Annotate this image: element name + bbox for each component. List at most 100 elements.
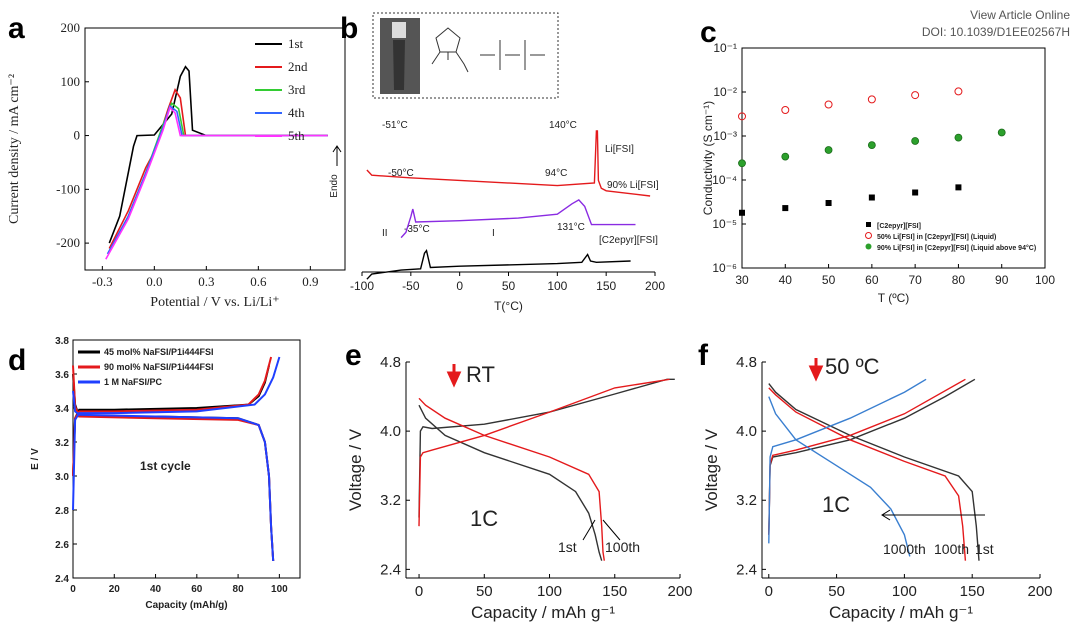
c-xtick-label: 70 [908, 273, 922, 287]
d-ytick-label: 3.2 [55, 438, 69, 449]
a-ytick-label: -100 [56, 181, 80, 196]
f-xtick-label: 100 [892, 583, 917, 600]
d-xtick-label: 80 [233, 584, 245, 595]
d-legend-label-3: 1 M NaFSI/PC [104, 377, 163, 387]
c-point-3 [738, 159, 746, 168]
a-legend-label-5: 5th [288, 128, 305, 143]
c-xtick-label: 80 [952, 273, 966, 287]
b-annotation-5: II [382, 228, 388, 239]
e-temperature-arrow-icon [446, 364, 462, 388]
c-point-1 [739, 209, 745, 216]
e-ytick-label: 4.8 [380, 354, 401, 371]
f-annotation-1: 50 ºC [825, 354, 880, 379]
e-xtick-label: 0 [415, 583, 423, 600]
c-ytick-label: 10⁻⁶ [712, 261, 737, 275]
e-ytick-label: 4.0 [380, 423, 401, 440]
d-ylabel: E / V [30, 448, 41, 470]
c-point-3 [781, 152, 790, 161]
e-ytick-label: 2.4 [380, 561, 401, 578]
b-xtick-label: 200 [645, 279, 665, 293]
a-xtick-label: 0.9 [302, 274, 318, 289]
view-article-online-link[interactable]: View Article Online [970, 8, 1070, 22]
panel-label-e: e [345, 339, 362, 372]
b-annotation-6: -35°C [404, 224, 430, 235]
a-xtick-label: 0.6 [250, 274, 267, 289]
f-ylabel: Voltage / V [702, 428, 721, 511]
c-point-3 [911, 137, 920, 145]
c-xlabel: T (ºC) [878, 291, 910, 305]
c-ytick-label: 10⁻¹ [713, 41, 737, 55]
e-discharge-curve-1 [418, 404, 603, 561]
d-legend-label-1: 45 mol% NaFSI/P1i444FSI [104, 347, 214, 357]
c-xtick-label: 100 [1035, 273, 1055, 287]
d-xtick-label: 0 [70, 584, 76, 595]
d-ytick-label: 3.6 [55, 370, 69, 381]
e-charge-curve-2 [418, 378, 670, 527]
f-annotation-2: 1C [822, 492, 850, 517]
d-xlabel: Capacity (mAh/g) [145, 600, 227, 611]
d-discharge-curve-3 [72, 390, 275, 562]
a-ytick-label: -200 [56, 235, 80, 250]
a-series-line-5 [105, 106, 328, 260]
f-charge-curve-2 [768, 378, 966, 535]
c-point-1 [955, 184, 962, 191]
d-ytick-label: 3.4 [55, 404, 69, 415]
b-annotation-4: 94°C [545, 168, 567, 179]
d-ytick-label: 3.8 [55, 336, 69, 347]
c-xtick-label: 40 [779, 273, 793, 287]
e-annotation-4: 100th [605, 539, 640, 555]
d-xtick-label: 60 [191, 584, 203, 595]
c-point-3 [954, 133, 963, 142]
e-charge-curve-1 [418, 378, 675, 518]
c-ytick-label: 10⁻⁵ [712, 217, 737, 231]
b-xtick-label: -50 [402, 279, 420, 293]
a-legend-label-2: 2nd [288, 59, 308, 74]
doi-link[interactable]: DOI: 10.1039/D1EE02567H [922, 25, 1070, 39]
c-point-1 [868, 194, 875, 201]
b-annotation-3: -50°C [388, 168, 414, 179]
c-xtick-label: 50 [822, 273, 836, 287]
b-xtick-label: 50 [502, 279, 516, 293]
c-legend-label-1: [C2epyr][FSI] [877, 223, 921, 230]
c-point-2 [954, 87, 963, 96]
f-annotation-3: 1000th [883, 541, 926, 557]
b-series-line-3 [366, 248, 631, 280]
d-cycle-annotation: 1st cycle [140, 459, 191, 473]
fsi-anion-structure [480, 40, 545, 70]
inset-structure-box [372, 12, 559, 99]
e-annotation-1: RT [466, 362, 495, 387]
b-annotation-7: I [492, 228, 495, 239]
a-ylabel: Current density / mA cm⁻² [7, 74, 22, 224]
c-xtick-label: 90 [995, 273, 1009, 287]
f-xtick-label: 50 [828, 583, 845, 600]
panel-label-d: d [8, 344, 26, 377]
b-series-line-2 [400, 199, 636, 239]
f-xlabel: Capacity / mAh g⁻¹ [829, 603, 973, 622]
f-charge-curve-1 [768, 378, 976, 535]
f-annotation-4: 100th [934, 541, 969, 557]
c-legend-swatch-1 [866, 222, 871, 227]
b-ylabel: Endo [329, 174, 340, 198]
f-annotation-5: 1st [975, 541, 994, 557]
e-xtick-label: 100 [537, 583, 562, 600]
c-legend-label-3: 90% Li[FSI] in [C2epyr][FSI] (Liquid abo… [877, 244, 1036, 252]
f-ytick-label: 2.4 [736, 561, 757, 578]
a-ytick-label: 100 [61, 74, 81, 89]
a-ytick-label: 200 [61, 20, 81, 35]
c-point-2 [867, 95, 876, 104]
e-cycle-pointer-lines [582, 519, 621, 541]
e-xtick-label: 200 [667, 583, 692, 600]
f-discharge-curve-1 [768, 383, 980, 561]
c-legend-swatch-3 [865, 243, 872, 250]
e-ytick-label: 3.2 [380, 492, 401, 509]
panel-label-c: c [700, 16, 717, 49]
f-xtick-label: 150 [960, 583, 985, 600]
b-xlabel: T(°C) [494, 299, 523, 313]
panel-a-frame [84, 27, 346, 271]
f-temperature-arrow-icon [808, 358, 824, 382]
d-ytick-label: 2.8 [55, 506, 69, 517]
c-point-2 [911, 91, 920, 100]
b-annotation-1: -51°C [382, 120, 408, 131]
panel-c-frame [741, 47, 1046, 269]
f-xtick-label: 0 [765, 583, 773, 600]
